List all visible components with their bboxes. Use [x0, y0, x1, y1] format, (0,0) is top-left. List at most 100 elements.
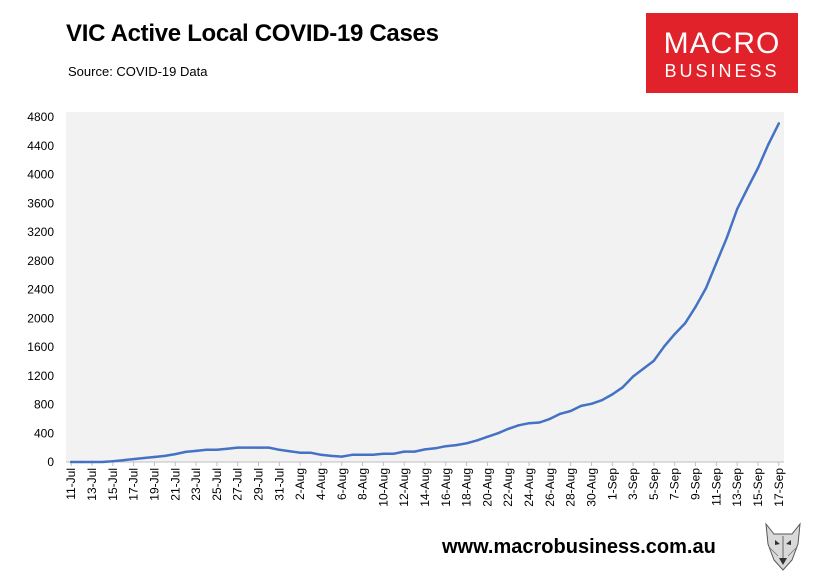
y-tick-label: 4400: [27, 139, 54, 153]
wolf-mascot-icon: [765, 522, 801, 571]
x-tick-label: 31-Jul: [272, 468, 286, 501]
data-point: [205, 448, 208, 451]
data-point: [236, 446, 239, 449]
x-tick-label: 15-Sep: [751, 468, 765, 507]
x-tick-label: 12-Aug: [397, 468, 411, 507]
y-tick-label: 800: [34, 398, 54, 412]
x-tick-label: 19-Jul: [147, 468, 161, 501]
data-point: [402, 450, 406, 453]
x-tick-label: 24-Aug: [522, 468, 536, 507]
macrobusiness-logo: MACRO BUSINESS: [646, 13, 798, 93]
chart-title: VIC Active Local COVID-19 Cases: [66, 20, 439, 47]
x-tick-label: 15-Jul: [106, 468, 120, 501]
data-point: [704, 286, 708, 290]
x-tick-label: 16-Aug: [439, 468, 453, 507]
website-url[interactable]: www.macrobusiness.com.au: [442, 536, 716, 558]
data-point: [142, 456, 146, 460]
data-point: [559, 412, 562, 416]
x-tick-label: 29-Jul: [252, 468, 266, 501]
data-point: [548, 417, 552, 421]
data-point: [80, 460, 83, 464]
x-tick-label: 10-Aug: [376, 468, 390, 507]
data-point: [579, 404, 583, 408]
data-point: [340, 455, 343, 458]
plot-area: [66, 112, 784, 462]
x-tick-label: 17-Jul: [127, 468, 141, 501]
x-tick-label: 13-Sep: [730, 468, 744, 507]
data-point: [465, 442, 468, 445]
data-point: [184, 450, 187, 454]
x-tick-label: 23-Jul: [189, 468, 203, 501]
data-point: [455, 443, 458, 447]
x-tick-label: 22-Aug: [501, 468, 515, 507]
x-tick-label: 11-Sep: [709, 468, 723, 506]
series-points: [70, 122, 780, 464]
data-point: [725, 236, 728, 239]
x-tick-label: 11-Jul: [64, 468, 78, 500]
data-point: [735, 207, 739, 211]
data-point: [517, 424, 520, 427]
x-tick-label: 25-Jul: [210, 468, 224, 501]
x-tick-label: 18-Aug: [460, 468, 474, 507]
data-point: [569, 409, 572, 413]
data-point: [434, 447, 437, 450]
data-point: [174, 452, 177, 456]
data-point: [486, 435, 489, 439]
data-point: [90, 460, 94, 464]
data-point: [132, 457, 135, 461]
y-tick-label: 4000: [27, 168, 54, 182]
data-point: [350, 453, 354, 457]
data-point: [767, 143, 770, 146]
x-tick-label: 14-Aug: [418, 468, 432, 507]
data-point: [215, 448, 219, 451]
x-tick-label: 30-Aug: [584, 468, 598, 507]
data-point: [538, 421, 541, 424]
logo-line-2: BUSINESS: [664, 61, 780, 81]
data-point: [267, 446, 271, 449]
x-tick-label: 4-Aug: [314, 468, 328, 500]
x-tick-label: 3-Sep: [626, 468, 640, 500]
data-point: [413, 450, 416, 453]
x-tick-label: 8-Aug: [356, 468, 370, 500]
data-point: [382, 452, 385, 455]
data-point: [527, 421, 531, 425]
y-tick-label: 1200: [27, 369, 54, 383]
data-point: [600, 398, 604, 402]
data-point: [257, 446, 260, 449]
data-point: [444, 444, 448, 448]
data-point: [496, 432, 500, 435]
data-point: [475, 439, 479, 442]
data-point: [777, 122, 780, 125]
y-tick-label: 3600: [27, 196, 54, 210]
data-point: [319, 453, 323, 457]
x-tick-label: 20-Aug: [480, 468, 494, 507]
data-point: [101, 460, 104, 464]
x-tick-label: 5-Sep: [647, 468, 661, 500]
x-tick-label: 1-Sep: [605, 468, 619, 500]
y-tick-label: 2400: [27, 283, 54, 297]
data-point: [298, 451, 302, 454]
x-tick-label: 2-Aug: [293, 468, 307, 500]
x-tick-label: 9-Sep: [689, 468, 703, 500]
x-tick-label: 28-Aug: [564, 468, 578, 507]
data-point: [683, 322, 687, 325]
data-point: [288, 450, 291, 453]
x-tick-label: 26-Aug: [543, 468, 557, 507]
data-point: [163, 454, 167, 458]
data-point: [278, 448, 281, 451]
data-point: [111, 460, 115, 463]
y-tick-label: 1600: [27, 340, 54, 354]
y-axis: 0 400 800 1200 1600 2000 2400 2800 3200 3600 4000 4…: [27, 110, 54, 469]
data-point: [663, 345, 666, 348]
data-point: [371, 453, 375, 457]
x-tick-label: 21-Jul: [168, 468, 182, 501]
y-tick-label: 400: [34, 426, 54, 440]
x-tick-label: 17-Sep: [772, 468, 786, 507]
data-point: [756, 166, 760, 170]
data-point: [652, 359, 656, 362]
data-point: [611, 393, 614, 396]
data-point: [642, 367, 645, 370]
y-tick-label: 4800: [27, 110, 54, 124]
data-point: [226, 447, 229, 450]
